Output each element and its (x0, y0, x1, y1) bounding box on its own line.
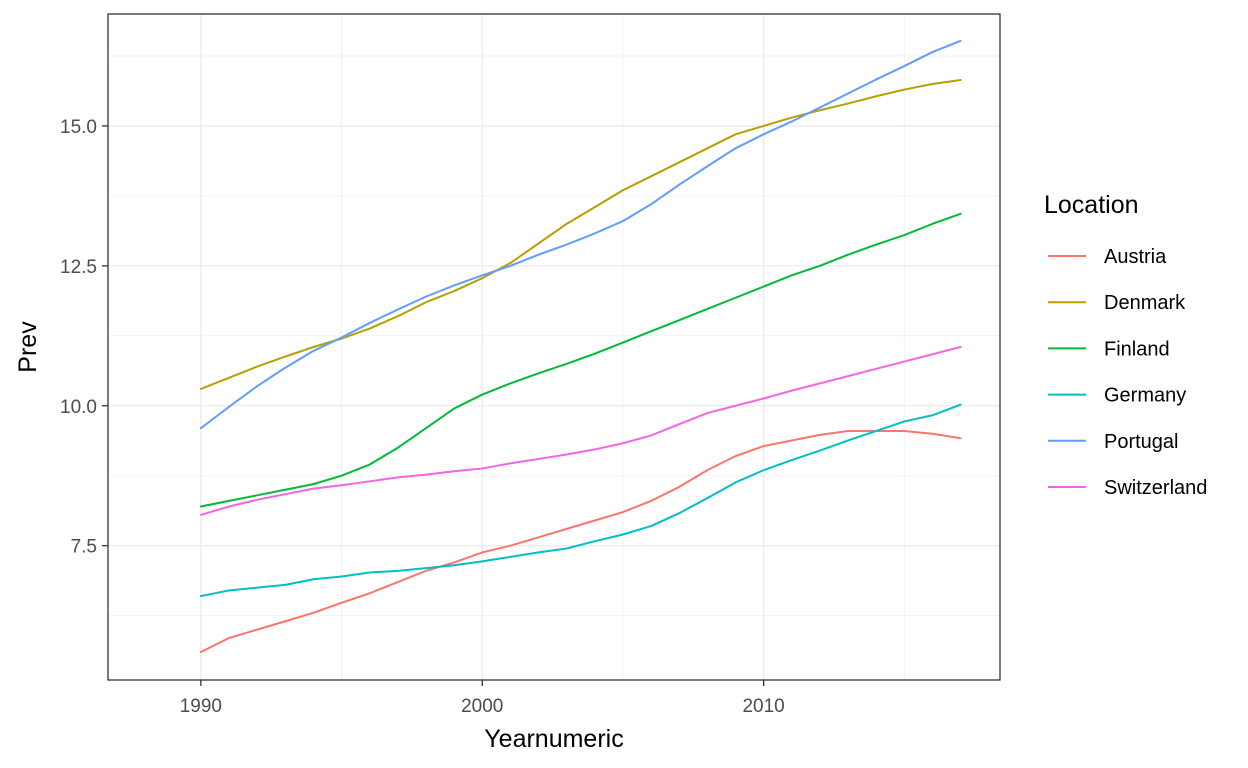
series-line-portugal (199, 39, 962, 430)
series-line-denmark (199, 79, 962, 390)
y-tick-label: 15.0 (60, 117, 97, 138)
plot-panel-border (107, 13, 1001, 681)
y-axis-title: Prev (14, 321, 42, 373)
series-line-switzerland (199, 346, 962, 516)
x-tick-label: 2010 (742, 696, 784, 717)
major-gridlines (108, 14, 1000, 680)
legend-title: Location (1044, 191, 1139, 219)
y-tick-label: 7.5 (71, 537, 97, 558)
series-line-austria (199, 429, 962, 654)
x-tick-label: 1990 (180, 696, 222, 717)
legend-label-denmark: Denmark (1104, 292, 1186, 314)
legend-label-portugal: Portugal (1104, 431, 1179, 453)
x-tick-label: 2000 (461, 696, 503, 717)
x-axis: 1990 2000 2010 (180, 680, 785, 717)
legend-label-austria: Austria (1104, 246, 1167, 268)
minor-gridlines (108, 14, 1000, 680)
legend-label-switzerland: Switzerland (1104, 477, 1207, 499)
y-axis: 7.5 10.0 12.5 15.0 (60, 117, 108, 558)
legend: Location Austria Denmark Finland Germany Por… (1044, 191, 1207, 499)
series-lines (199, 39, 962, 654)
x-axis-title: Yearnumeric (484, 725, 623, 753)
y-tick-label: 10.0 (60, 397, 97, 418)
series-line-germany (199, 403, 962, 598)
y-tick-label: 12.5 (60, 257, 97, 278)
series-line-finland (199, 212, 962, 508)
legend-label-germany: Germany (1104, 385, 1186, 407)
legend-label-finland: Finland (1104, 338, 1170, 360)
